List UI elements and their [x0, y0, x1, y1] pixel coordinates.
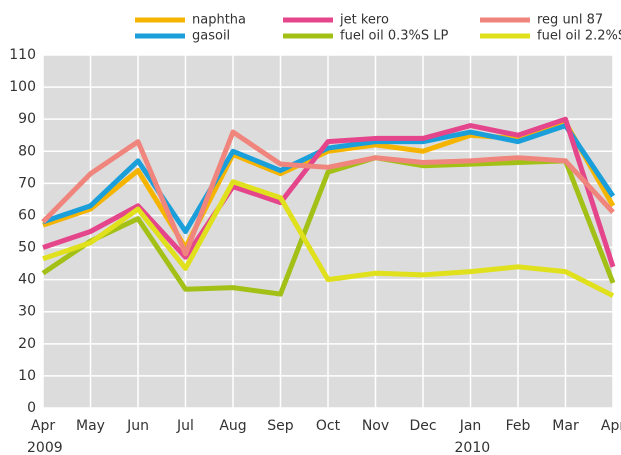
x-tick-label: Jan [459, 418, 482, 434]
series-line [42, 119, 616, 251]
x-tick-label: Oct [316, 418, 341, 434]
y-tick-label: 10 [18, 368, 36, 384]
x-tick-label: Aug [219, 418, 246, 434]
x-tick-label: Dec [409, 418, 436, 434]
legend-label: naphtha [192, 13, 246, 28]
legend-label: fuel oil 0.3%S LP [340, 29, 449, 44]
series-line [42, 179, 615, 298]
x-tick-label: Nov [362, 418, 389, 434]
series-line [41, 129, 615, 257]
x-tick-label: Apr [31, 418, 55, 434]
y-tick-label: 0 [27, 400, 36, 416]
legend-label: jet kero [339, 13, 389, 28]
series-line [42, 116, 616, 268]
y-tick-label: 50 [18, 240, 36, 256]
y-tick-label: 90 [18, 111, 36, 127]
x-tick-label: Mar [552, 418, 579, 434]
series-line [42, 123, 616, 234]
y-tick-label: 30 [18, 304, 36, 320]
x-tick-label: Apr [601, 418, 621, 434]
y-tick-label: 80 [18, 143, 36, 159]
y-tick-label: 20 [18, 336, 36, 352]
x-tick-label: May [76, 418, 105, 434]
y-tick-label: 60 [18, 207, 36, 223]
year-label: 2009 [27, 440, 63, 455]
x-tick-label: Jun [126, 418, 149, 434]
x-tick-label: Sep [267, 418, 294, 434]
y-tick-label: 40 [18, 272, 36, 288]
y-tick-label: 100 [9, 79, 36, 95]
year-label: 2010 [455, 440, 491, 455]
series-line [41, 155, 616, 297]
y-tick-label: 70 [18, 175, 36, 191]
legend-label: fuel oil 2.2%S [537, 29, 621, 44]
y-tick-label: 110 [9, 47, 36, 63]
x-tick-label: Feb [506, 418, 531, 434]
legend-label: reg unl 87 [537, 13, 603, 28]
x-tick-label: Jul [176, 418, 194, 434]
legend-label: gasoil [192, 29, 230, 44]
